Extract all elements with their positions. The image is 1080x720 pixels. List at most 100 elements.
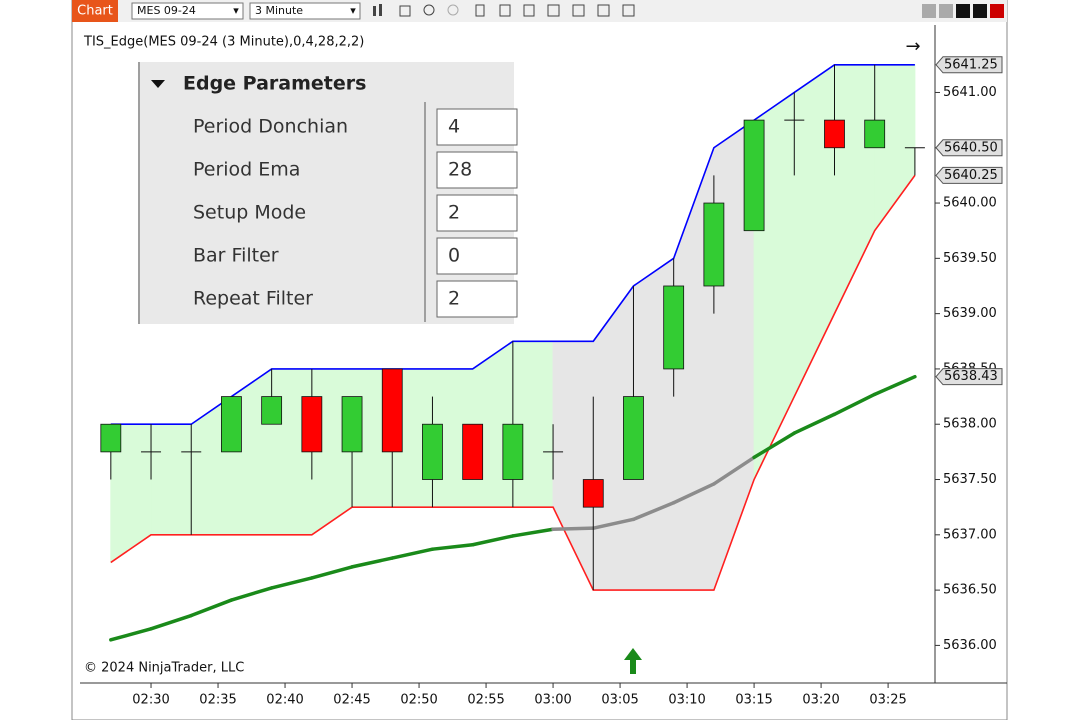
price-marker-label: 5638.43	[944, 369, 998, 384]
window-button[interactable]	[939, 4, 953, 18]
ema-segment	[269, 576, 314, 590]
parameter-rows: Period Donchian 4 Period Ema 28 Setup Mode 2 B…	[193, 108, 518, 318]
candle-body	[582, 479, 604, 508]
parameter-label: Period Ema	[193, 159, 300, 181]
tool-icon[interactable]	[597, 4, 610, 17]
tool-icon[interactable]	[423, 4, 435, 16]
interval-label: 3 Minute	[255, 4, 303, 17]
y-tick-label: 5641.00	[943, 85, 997, 100]
x-tick-label: 02:50	[400, 693, 437, 708]
parameter-label: Period Donchian	[193, 116, 348, 138]
x-tick-label: 02:45	[333, 693, 370, 708]
ema-segment	[752, 431, 797, 460]
x-tick-label: 03:20	[802, 693, 839, 708]
price-marker	[935, 368, 1003, 386]
ema-segment	[430, 543, 475, 551]
toolbar-icons	[373, 4, 1004, 18]
ema-segment	[109, 627, 153, 642]
ema-segment	[229, 586, 274, 602]
chart-tab[interactable]	[72, 0, 118, 22]
candle-body	[502, 423, 524, 480]
y-tick-label: 5637.50	[943, 472, 997, 487]
tool-icon[interactable]	[379, 4, 382, 16]
ema-segment	[189, 598, 234, 618]
parameters-panel: Edge Parameters Period Donchian 4 Period E…	[138, 62, 518, 324]
ema-segment	[671, 482, 716, 505]
parameter-input[interactable]	[436, 194, 518, 232]
tool-icon[interactable]	[622, 4, 635, 17]
ema-segment	[792, 412, 837, 435]
tool-icon[interactable]	[475, 4, 485, 17]
x-tick-label: 03:05	[601, 693, 638, 708]
price-marker	[935, 166, 1003, 184]
x-tick-label: 03:25	[869, 693, 906, 708]
window-button[interactable]	[956, 4, 970, 18]
ema-segment	[832, 392, 877, 417]
panel-title: Edge Parameters	[183, 73, 366, 95]
parameter-value: 2	[448, 288, 460, 310]
indicator-label: TIS_Edge(MES 09-24 (3 Minute),0,4,28,2,2…	[83, 35, 364, 50]
y-tick-label: 5639.00	[943, 306, 997, 321]
scroll-arrow[interactable]: →	[905, 36, 920, 57]
x-tick-label: 03:10	[668, 693, 705, 708]
parameter-input[interactable]	[436, 108, 518, 146]
ema-segment	[149, 613, 193, 631]
candle-body	[261, 396, 283, 425]
window-button[interactable]	[973, 4, 987, 18]
tool-icon[interactable]	[572, 4, 585, 17]
candle-body	[663, 285, 685, 370]
y-tick-label: 5640.00	[943, 196, 997, 211]
y-tick-label: 5639.50	[943, 251, 997, 266]
ema-segment	[350, 556, 394, 569]
parameter-label: Repeat Filter	[193, 288, 313, 310]
dropdown-arrow: ▾	[233, 4, 239, 17]
x-tick-label: 02:30	[132, 693, 169, 708]
tool-icon[interactable]	[373, 6, 376, 16]
parameter-value: 28	[448, 159, 472, 181]
price-marker	[935, 139, 1003, 157]
candle-body	[864, 119, 886, 149]
candle-body	[824, 119, 845, 149]
ema-segment	[390, 547, 435, 560]
y-tick-label: 5638.00	[943, 417, 997, 432]
tool-icon[interactable]	[399, 5, 411, 17]
price-marker-label: 5640.50	[944, 140, 998, 155]
instrument-select[interactable]	[131, 2, 244, 20]
band-fill	[150, 423, 192, 536]
candle-body	[301, 396, 323, 453]
parameter-label: Setup Mode	[193, 202, 306, 224]
ema-segment	[511, 527, 555, 538]
collapse-icon[interactable]	[151, 80, 165, 88]
x-tick-label: 03:00	[534, 693, 571, 708]
candle-body	[462, 423, 484, 480]
x-tick-label: 02:35	[199, 693, 236, 708]
panel-bg	[138, 62, 514, 324]
window-button[interactable]	[922, 4, 936, 18]
candle-body	[623, 396, 644, 480]
close-button[interactable]	[990, 4, 1004, 18]
x-tick-label: 02:55	[467, 693, 504, 708]
dropdown-arrow: ▾	[350, 4, 356, 17]
ema-segment	[591, 517, 636, 530]
ema-segment	[551, 526, 596, 532]
parameter-value: 0	[448, 245, 460, 267]
candle-body	[703, 202, 725, 287]
candle-body	[422, 423, 443, 480]
copyright: © 2024 NinjaTrader, LLC	[84, 661, 244, 676]
candle-body	[341, 396, 363, 453]
price-marker-label: 5640.25	[944, 168, 998, 183]
tool-icon[interactable]	[547, 4, 560, 17]
interval-select[interactable]	[249, 2, 361, 20]
tool-icon[interactable]	[523, 4, 535, 17]
chart-tab-label: Chart	[77, 4, 113, 19]
parameter-input[interactable]	[436, 237, 518, 275]
instrument-label: MES 09-24	[137, 4, 196, 17]
candle-body	[743, 119, 765, 232]
tool-icon[interactable]	[499, 4, 511, 17]
ema-segment	[712, 455, 756, 486]
parameter-input[interactable]	[436, 151, 518, 189]
parameter-input[interactable]	[436, 280, 518, 318]
candle-body	[221, 396, 242, 453]
tool-icon[interactable]	[447, 4, 459, 16]
